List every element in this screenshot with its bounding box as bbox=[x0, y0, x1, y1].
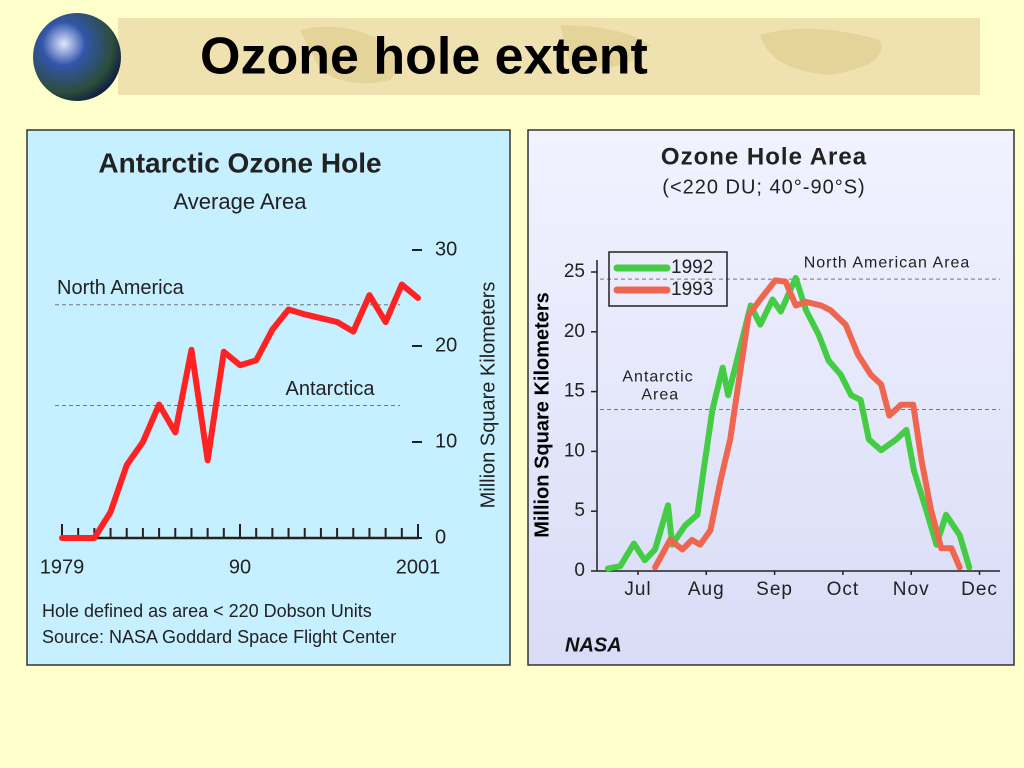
slide-title: Ozone hole extent bbox=[200, 28, 648, 86]
x-tick-label: 90 bbox=[229, 556, 251, 578]
chart-panel bbox=[527, 129, 1015, 666]
y-tick-label: 10 bbox=[564, 440, 585, 461]
reference-label: Antarctic Area bbox=[622, 369, 693, 404]
y-tick-label: 20 bbox=[435, 334, 457, 356]
y-tick-label: 30 bbox=[435, 238, 457, 260]
x-tick-label: Oct bbox=[827, 579, 860, 600]
y-tick-label: 5 bbox=[574, 500, 585, 521]
chart-title: Ozone Hole Area bbox=[661, 143, 867, 170]
reference-label: North American Area bbox=[804, 254, 971, 271]
y-axis-label: Million Square Kilometers bbox=[531, 292, 553, 538]
note: Source: NASA Goddard Space Flight Center bbox=[42, 627, 396, 647]
legend-label: 1993 bbox=[671, 279, 713, 300]
globe bbox=[33, 13, 121, 101]
y-tick-label: 25 bbox=[564, 261, 585, 282]
chart-title: Antarctic Ozone Hole bbox=[98, 147, 381, 178]
reference-label: North America bbox=[57, 277, 185, 299]
x-tick-label: Jul bbox=[624, 579, 651, 600]
data-line bbox=[604, 274, 973, 572]
note: Hole defined as area < 220 Dobson Units bbox=[42, 601, 372, 621]
x-tick-label: Sep bbox=[756, 579, 793, 600]
credit: NASA bbox=[565, 634, 622, 656]
y-tick-label: 15 bbox=[564, 381, 585, 402]
y-axis-label: Million Square Kilometers bbox=[477, 282, 499, 509]
y-tick-label: 0 bbox=[574, 560, 585, 581]
legend-box bbox=[608, 251, 728, 307]
legend-label: 1992 bbox=[671, 257, 713, 278]
data-line bbox=[652, 277, 963, 571]
y-tick-label: 0 bbox=[435, 526, 446, 548]
chart-panel bbox=[26, 129, 511, 666]
data-line bbox=[59, 281, 421, 541]
x-tick-label: Aug bbox=[688, 579, 725, 600]
x-tick-label: Nov bbox=[893, 579, 930, 600]
y-tick-label: 20 bbox=[564, 321, 585, 342]
chart-subtitle: (<220 DU; 40°-90°S) bbox=[662, 176, 865, 198]
x-tick-label: 2001 bbox=[396, 556, 441, 578]
y-tick-label: 10 bbox=[435, 430, 457, 452]
banner-map bbox=[300, 25, 882, 84]
x-tick-label: Dec bbox=[961, 579, 998, 600]
chart-subtitle: Average Area bbox=[174, 189, 308, 214]
reference-label: Antarctica bbox=[286, 378, 376, 400]
x-tick-label: 1979 bbox=[40, 556, 85, 578]
